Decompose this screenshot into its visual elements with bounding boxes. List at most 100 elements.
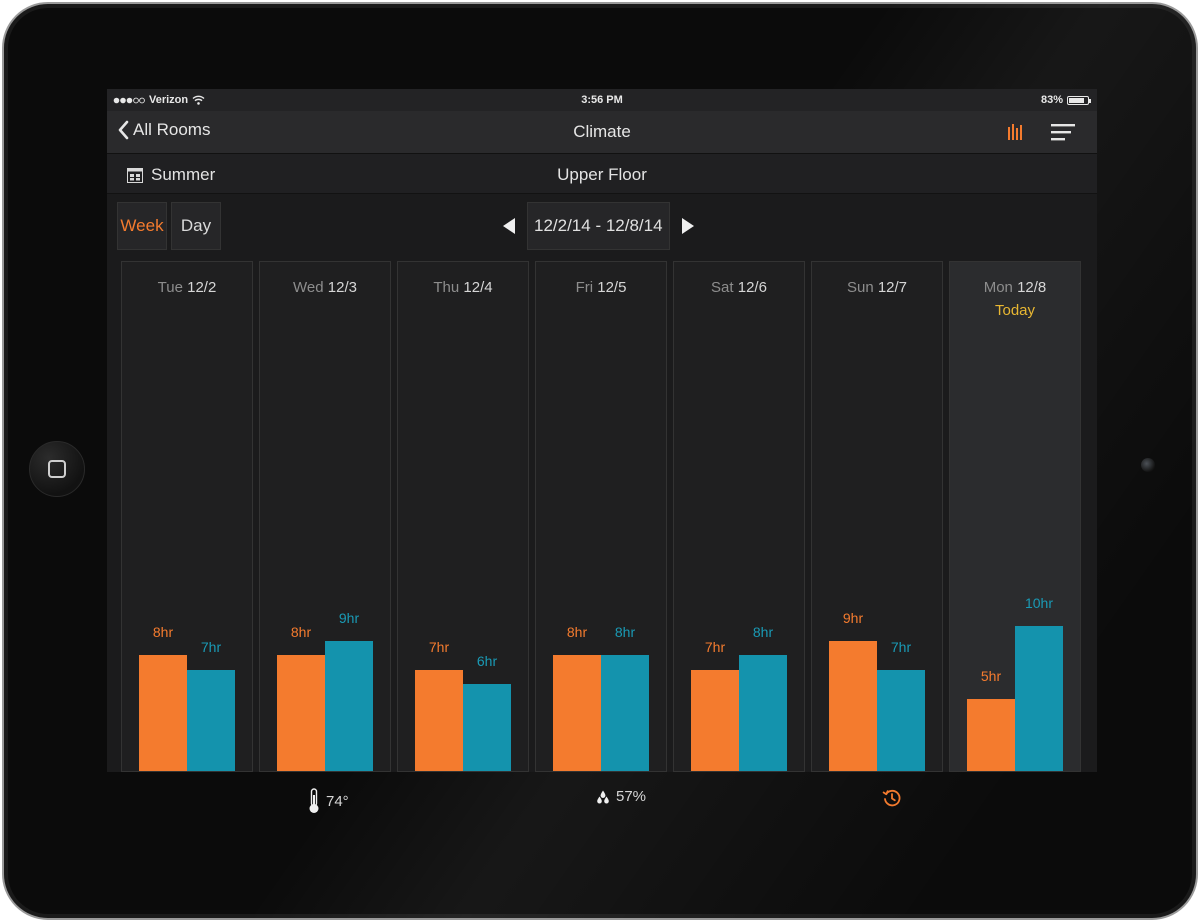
day-date: 12/4 <box>463 279 493 296</box>
heating-hours-label: 8hr <box>152 624 174 640</box>
app-screen: Verizon 3:56 PM 83% All Rooms Climate <box>107 89 1097 772</box>
heating-bar <box>139 655 187 771</box>
tab-day[interactable]: Day <box>171 202 221 250</box>
home-square-icon <box>48 460 66 478</box>
humidity-readout: 57% <box>596 788 646 805</box>
heating-hours-label: 7hr <box>704 638 726 655</box>
cooling-hours-label: 6hr <box>476 653 498 669</box>
schedule-selector[interactable]: Summer <box>127 165 215 185</box>
status-bar: Verizon 3:56 PM 83% <box>107 89 1097 111</box>
day-of-week: Mon <box>983 279 1018 296</box>
day-label: Mon 12/8 <box>950 279 1080 296</box>
cooling-bar <box>325 640 373 771</box>
day-label: Fri 12/5 <box>536 279 666 296</box>
day-column[interactable]: Thu 12/4 7hr 6hr <box>397 261 529 772</box>
day-date: 12/8 <box>1017 279 1047 296</box>
heating-bar <box>829 640 877 771</box>
day-column[interactable]: Mon 12/8 Today 5hr 10hr <box>949 261 1081 772</box>
carrier-info: Verizon <box>113 94 205 106</box>
thermometer-icon <box>309 788 319 813</box>
heating-bar <box>553 655 601 771</box>
heating-bar <box>691 669 739 771</box>
day-label: Wed 12/3 <box>260 279 390 296</box>
day-of-week: Sun <box>846 279 878 296</box>
humidity-value: 57% <box>616 788 647 805</box>
carrier-name: Verizon <box>149 94 189 106</box>
heating-hours-label: 9hr <box>842 609 864 626</box>
nav-actions <box>1007 122 1075 147</box>
wifi-icon <box>192 95 205 105</box>
cooling-hours-label: 10hr <box>1024 595 1054 611</box>
today-label: Today <box>994 302 1036 319</box>
heating-bar <box>277 655 325 771</box>
temperature-value: 74° <box>326 792 349 810</box>
status-time: 3:56 PM <box>581 94 623 106</box>
home-button[interactable] <box>29 441 85 497</box>
day-date: 12/7 <box>877 279 908 296</box>
cooling-hours-label: 7hr <box>200 638 222 655</box>
date-range-selector: 12/2/14 - 12/8/14 <box>497 202 700 250</box>
heating-hours-label: 7hr <box>428 638 450 655</box>
cooling-hours-label: 7hr <box>890 638 912 655</box>
heating-hours-label: 8hr <box>290 624 312 640</box>
heating-bar <box>415 669 463 771</box>
history-icon <box>882 789 901 807</box>
cooling-bar <box>463 684 511 771</box>
back-button-label: All Rooms <box>133 120 211 139</box>
battery-icon <box>1067 95 1091 105</box>
day-of-week: Thu <box>433 279 464 296</box>
cooling-hours-label: 8hr <box>752 624 774 640</box>
heating-hours-label: 5hr <box>980 667 1002 684</box>
cooling-bar <box>601 655 649 771</box>
temperature-readout: 74° <box>308 788 349 814</box>
day-column[interactable]: Sat 12/6 7hr 8hr <box>673 261 805 772</box>
day-label: Sat 12/6 <box>674 279 804 296</box>
day-column[interactable]: Tue 12/2 8hr 7hr <box>121 261 253 772</box>
day-column[interactable]: Wed 12/3 8hr 9hr <box>259 261 391 772</box>
previous-week-button[interactable] <box>497 214 521 238</box>
cooling-bar <box>1015 626 1063 771</box>
day-column[interactable]: Sun 12/7 9hr 7hr <box>811 261 943 772</box>
signal-dots-icon <box>113 97 145 103</box>
day-date: 12/6 <box>737 279 767 296</box>
bottom-status-bar: 74° 57% <box>107 780 1097 825</box>
day-label: Thu 12/4 <box>398 279 528 296</box>
camera-lens <box>1141 458 1155 472</box>
day-of-week: Sat <box>711 279 738 296</box>
cooling-hours-label: 8hr <box>614 624 636 640</box>
page-title: Climate <box>573 122 631 141</box>
location-bar: Summer Upper Floor <box>107 154 1097 194</box>
weekly-usage-chart: Tue 12/2 8hr 7hr Wed 12/3 8hr 9hr Thu 12/4 7hr 6… <box>107 261 1097 772</box>
usage-chart-icon[interactable] <box>1007 122 1023 147</box>
day-label: Tue 12/2 <box>122 279 252 296</box>
cooling-hours-label: 9hr <box>338 609 360 626</box>
day-of-week: Fri <box>575 279 598 296</box>
schedule-label: Summer <box>151 165 216 184</box>
battery-status: 83% <box>1040 94 1091 106</box>
day-column[interactable]: Fri 12/5 8hr 8hr <box>535 261 667 772</box>
cooling-bar <box>877 669 925 771</box>
date-range-label: 12/2/14 - 12/8/14 <box>527 202 670 250</box>
day-of-week: Tue <box>157 279 188 296</box>
day-label: Sun 12/7 <box>812 279 942 296</box>
day-date: 12/3 <box>327 279 357 296</box>
next-week-button[interactable] <box>676 214 700 238</box>
water-drops-icon <box>597 790 609 803</box>
heating-bar <box>967 698 1015 771</box>
cooling-bar <box>739 655 787 771</box>
menu-icon[interactable] <box>1051 122 1075 147</box>
cooling-bar <box>187 669 235 771</box>
navigation-bar: All Rooms Climate <box>107 111 1097 154</box>
back-button[interactable]: All Rooms <box>117 120 210 140</box>
floor-label: Upper Floor <box>557 165 647 184</box>
triangle-right-icon <box>681 218 694 234</box>
history-button[interactable] <box>882 788 902 808</box>
tab-week[interactable]: Week <box>117 202 167 250</box>
heating-hours-label: 8hr <box>566 624 588 640</box>
view-tabs: Week Day <box>117 202 221 250</box>
chevron-left-icon <box>118 120 129 140</box>
calendar-icon <box>127 167 143 183</box>
battery-percent: 83% <box>1040 94 1063 106</box>
day-date: 12/5 <box>597 279 627 296</box>
triangle-left-icon <box>503 218 515 234</box>
